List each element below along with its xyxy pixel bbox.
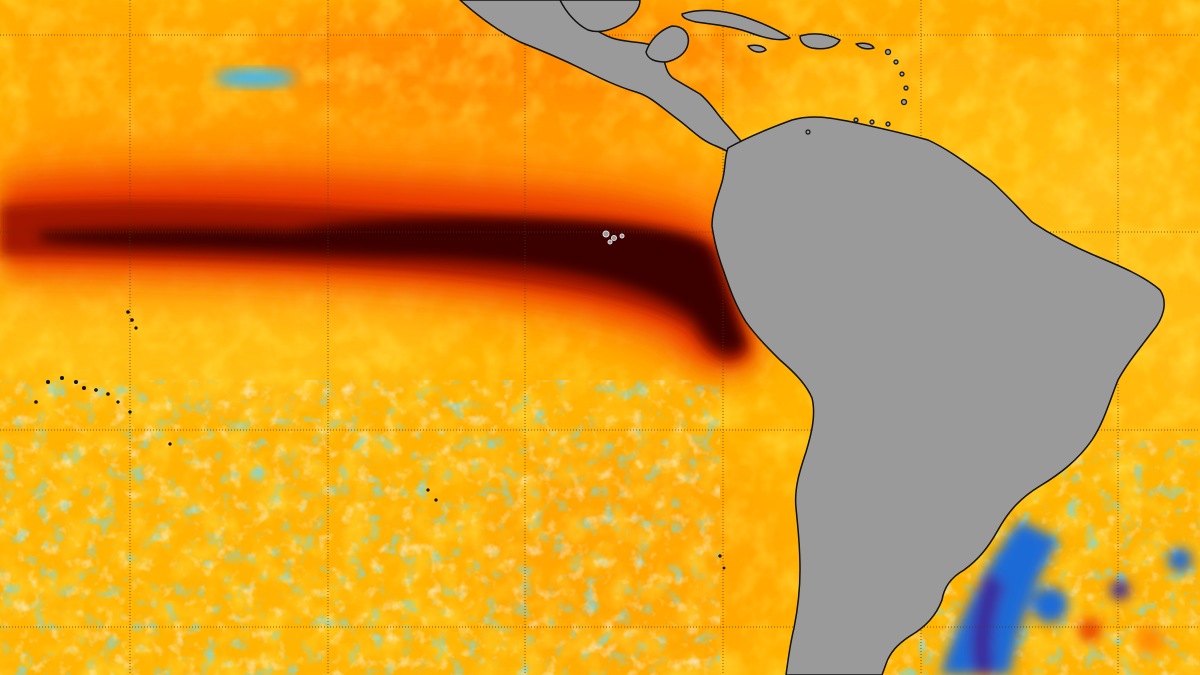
gulf-coast <box>559 0 641 33</box>
landmasses <box>459 0 1165 675</box>
cuba <box>681 9 791 41</box>
pacific-cool-spot <box>215 69 295 87</box>
equatorial-warm-tongue <box>0 129 780 374</box>
jamaica <box>747 44 767 53</box>
south-america <box>711 116 1165 675</box>
puerto-rico <box>855 42 875 50</box>
caribbean-islands <box>805 48 909 135</box>
hispaniola <box>799 33 841 50</box>
pacific-islands <box>34 310 726 570</box>
galapagos-islands <box>602 230 625 245</box>
yucatan-peninsula <box>645 25 690 63</box>
south-pacific-cool-patches <box>0 380 720 675</box>
